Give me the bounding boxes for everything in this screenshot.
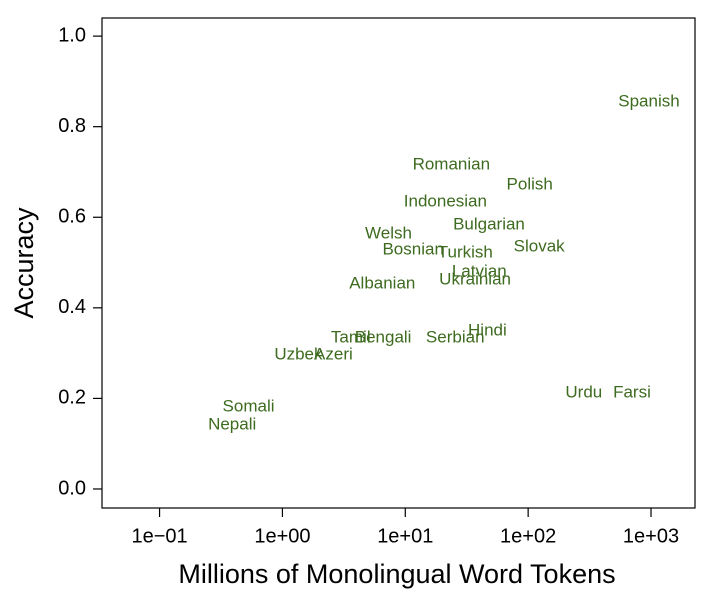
point-label: Somali xyxy=(223,396,275,415)
point-label: Serbian xyxy=(426,328,485,347)
y-tick-label: 0.4 xyxy=(58,296,86,318)
point-label: Turkish xyxy=(438,243,493,262)
x-tick-label: 1e+02 xyxy=(500,525,556,547)
x-tick-label: 1e+03 xyxy=(623,525,679,547)
point-label: Spanish xyxy=(618,92,679,111)
point-label: Bosnian xyxy=(382,239,443,258)
x-tick-label: 1e−01 xyxy=(131,525,187,547)
x-tick-label: 1e+00 xyxy=(254,525,310,547)
y-tick-label: 0.2 xyxy=(58,387,86,409)
point-label: Welsh xyxy=(365,224,412,243)
point-label: Tamil xyxy=(331,328,371,347)
y-tick-label: 0.8 xyxy=(58,115,86,137)
point-label: Nepali xyxy=(208,415,256,434)
point-label: Indonesian xyxy=(404,191,487,210)
y-axis-label: Accuracy xyxy=(9,207,39,319)
point-label: Uzbek xyxy=(274,344,323,363)
point-label: Romanian xyxy=(413,155,491,174)
point-label: Bengali xyxy=(355,328,412,347)
point-label: Bulgarian xyxy=(453,214,525,233)
plot-frame xyxy=(101,17,696,509)
point-label: Azeri xyxy=(314,344,353,363)
y-tick-label: 0.6 xyxy=(58,206,86,228)
point-label: Albanian xyxy=(349,273,415,292)
y-tick-label: 1.0 xyxy=(58,24,86,46)
y-tick-label: 0.0 xyxy=(58,477,86,499)
point-label: Farsi xyxy=(613,382,651,401)
x-axis-label: Millions of Monolingual Word Tokens xyxy=(178,559,615,589)
x-tick-label: 1e+01 xyxy=(377,525,433,547)
point-label: Hindi xyxy=(468,320,507,339)
point-label: Slovak xyxy=(514,237,566,256)
point-label: Ukrainian xyxy=(439,270,511,289)
point-label: Urdu xyxy=(565,382,602,401)
point-label: Latvian xyxy=(452,262,507,281)
point-label: Polish xyxy=(507,175,553,194)
